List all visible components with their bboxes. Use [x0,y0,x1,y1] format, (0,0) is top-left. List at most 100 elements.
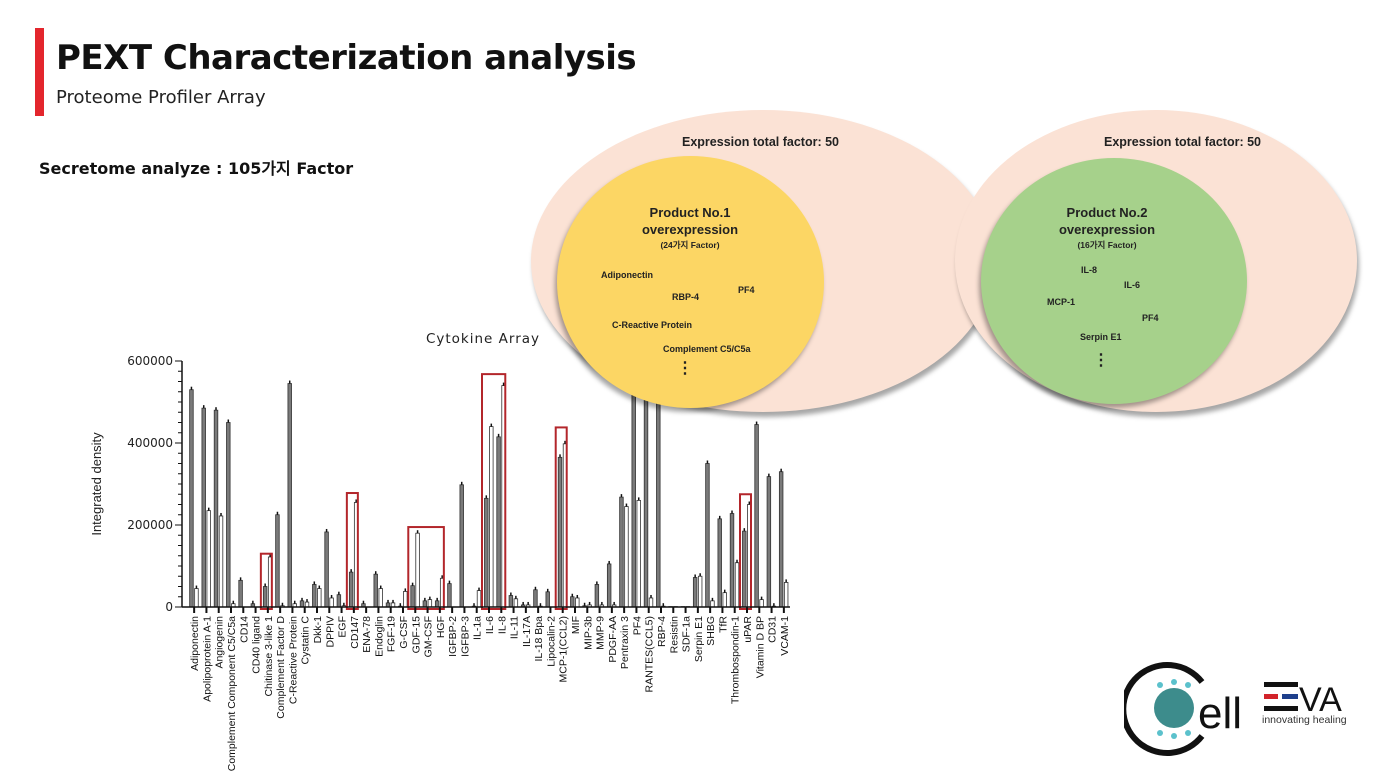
bar-white [415,532,420,608]
venn2-total-label: Expression total factor: 50 [1104,135,1261,149]
x-tick-label: RBP-4 [656,616,668,647]
bar-white [206,510,211,608]
chart-title: Cytokine Array [426,331,540,347]
bar-white [513,598,519,608]
y-tick-label: 200000 [127,518,173,532]
bar-gray [692,577,698,608]
highlight-box [739,493,752,610]
venn1-inner-circle [557,156,824,408]
x-tick-label: Adiponectin [189,616,201,671]
x-tick-label: RANTES(CCL5) [644,616,656,692]
x-tick-label: CD40 ligand [251,616,263,674]
venn1-count: (24가지 Factor) [660,240,720,250]
section-label: Secretome analyze : 105가지 Factor [39,159,354,178]
venn2-title-line1: Product No.2 [1066,205,1148,220]
bar-gray [262,586,268,608]
y-axis-label: Integrated density [89,432,104,536]
x-tick-label: HGF [435,616,447,638]
bar-white [378,588,383,608]
bar-white [759,599,764,608]
bar-gray [619,496,624,608]
bar-gray [275,514,280,608]
bar-gray [189,389,194,608]
x-tick-label: MIP-3b [582,616,594,650]
svg-text:ell: ell [1198,689,1242,738]
x-tick-label: Serpin E1 [693,616,705,662]
bar-gray [508,595,514,608]
x-tick-label: C-Reactive Protein [287,616,299,704]
x-tick-label: CD31 [767,616,779,643]
bar-white [636,499,641,608]
venn1-title: Product No.1 overexpression [610,204,770,238]
svg-text:VA: VA [1299,681,1342,719]
x-tick-label: IL-8 [496,616,508,634]
x-tick-label: Angiogenin [214,616,226,669]
x-tick-label: IL-17A [521,616,533,647]
x-tick-label: Complement Component C5/C5a [226,616,238,771]
x-tick-label: MCP-1(CCL2) [558,616,570,683]
x-tick-label: Dkk-1 [312,616,324,644]
bar-white [734,562,740,608]
x-tick-label: Vitamin D BP [754,616,766,678]
x-tick-label: Lipocalin-2 [545,616,557,667]
x-tick-label: SDF-1a [681,616,693,652]
venn1-factor: C-Reactive Protein [612,320,693,330]
highlight-box [407,526,445,610]
highlight-box [345,492,359,610]
bar-white [624,506,629,608]
venn2-factor: IL-8 [1081,265,1098,275]
bar-white [403,591,408,608]
bar-white [476,590,482,608]
bar-gray [459,484,464,608]
highlight-box [554,426,568,611]
x-tick-label: TfR [717,616,729,633]
highlight-box [481,373,507,610]
bar-white [194,588,199,608]
bar-gray [324,531,329,608]
bar-gray [410,585,415,608]
bar-gray [373,573,378,608]
bar-gray [496,436,501,608]
bar-gray [717,518,722,608]
x-tick-label: PF4 [631,616,643,635]
venn2-factor: MCP-1 [1047,297,1076,307]
bar-white [783,582,789,608]
x-tick-label: Resistin [668,616,680,654]
bar-white [329,597,334,608]
bar-gray [594,584,600,608]
bar-gray [557,456,563,608]
bar-white [575,597,580,608]
x-tick-label: Endoglin [373,616,385,657]
x-tick-label: IL-1a [472,616,484,640]
logo-tagline: innovating healing [1262,714,1347,726]
x-tick-label: Apolipoprotein A-1 [201,616,213,702]
x-tick-label: EGF [337,616,349,638]
x-tick-label: CD14 [238,616,250,643]
x-tick-label: Chitinase 3-like 1 [263,616,275,697]
bar-gray [422,600,428,608]
title-accent-bar [35,28,44,116]
venn1-title-line1: Product No.1 [649,205,731,220]
bar-gray [729,513,735,608]
bar-gray [238,579,243,608]
x-tick-label: IL-11 [509,616,521,639]
venn1-factor: Adiponectin [601,270,653,280]
x-tick-label: IL-18 Bpa [533,616,545,662]
venn2-ellipsis: ⋮ [1093,352,1109,369]
venn2-title: Product No.2 overexpression [1027,204,1187,238]
x-tick-label: GM-CSF [423,616,435,657]
x-tick-label: Pentraxin 3 [619,616,631,669]
y-tick-label: 0 [165,600,173,614]
bar-white [317,588,322,608]
bar-white [218,515,224,608]
x-tick-label: Complement Factor D [275,616,287,719]
x-tick-label: MIF [570,616,582,634]
x-tick-label: IL-6 [484,616,496,634]
venn2-factor: PF4 [1142,313,1159,323]
bar-gray [570,596,575,608]
venn2-inner-circle [981,158,1247,404]
bar-gray [484,497,489,608]
venn1-factor: Complement C5/C5a [663,344,751,354]
venn1-factor: PF4 [738,285,755,295]
